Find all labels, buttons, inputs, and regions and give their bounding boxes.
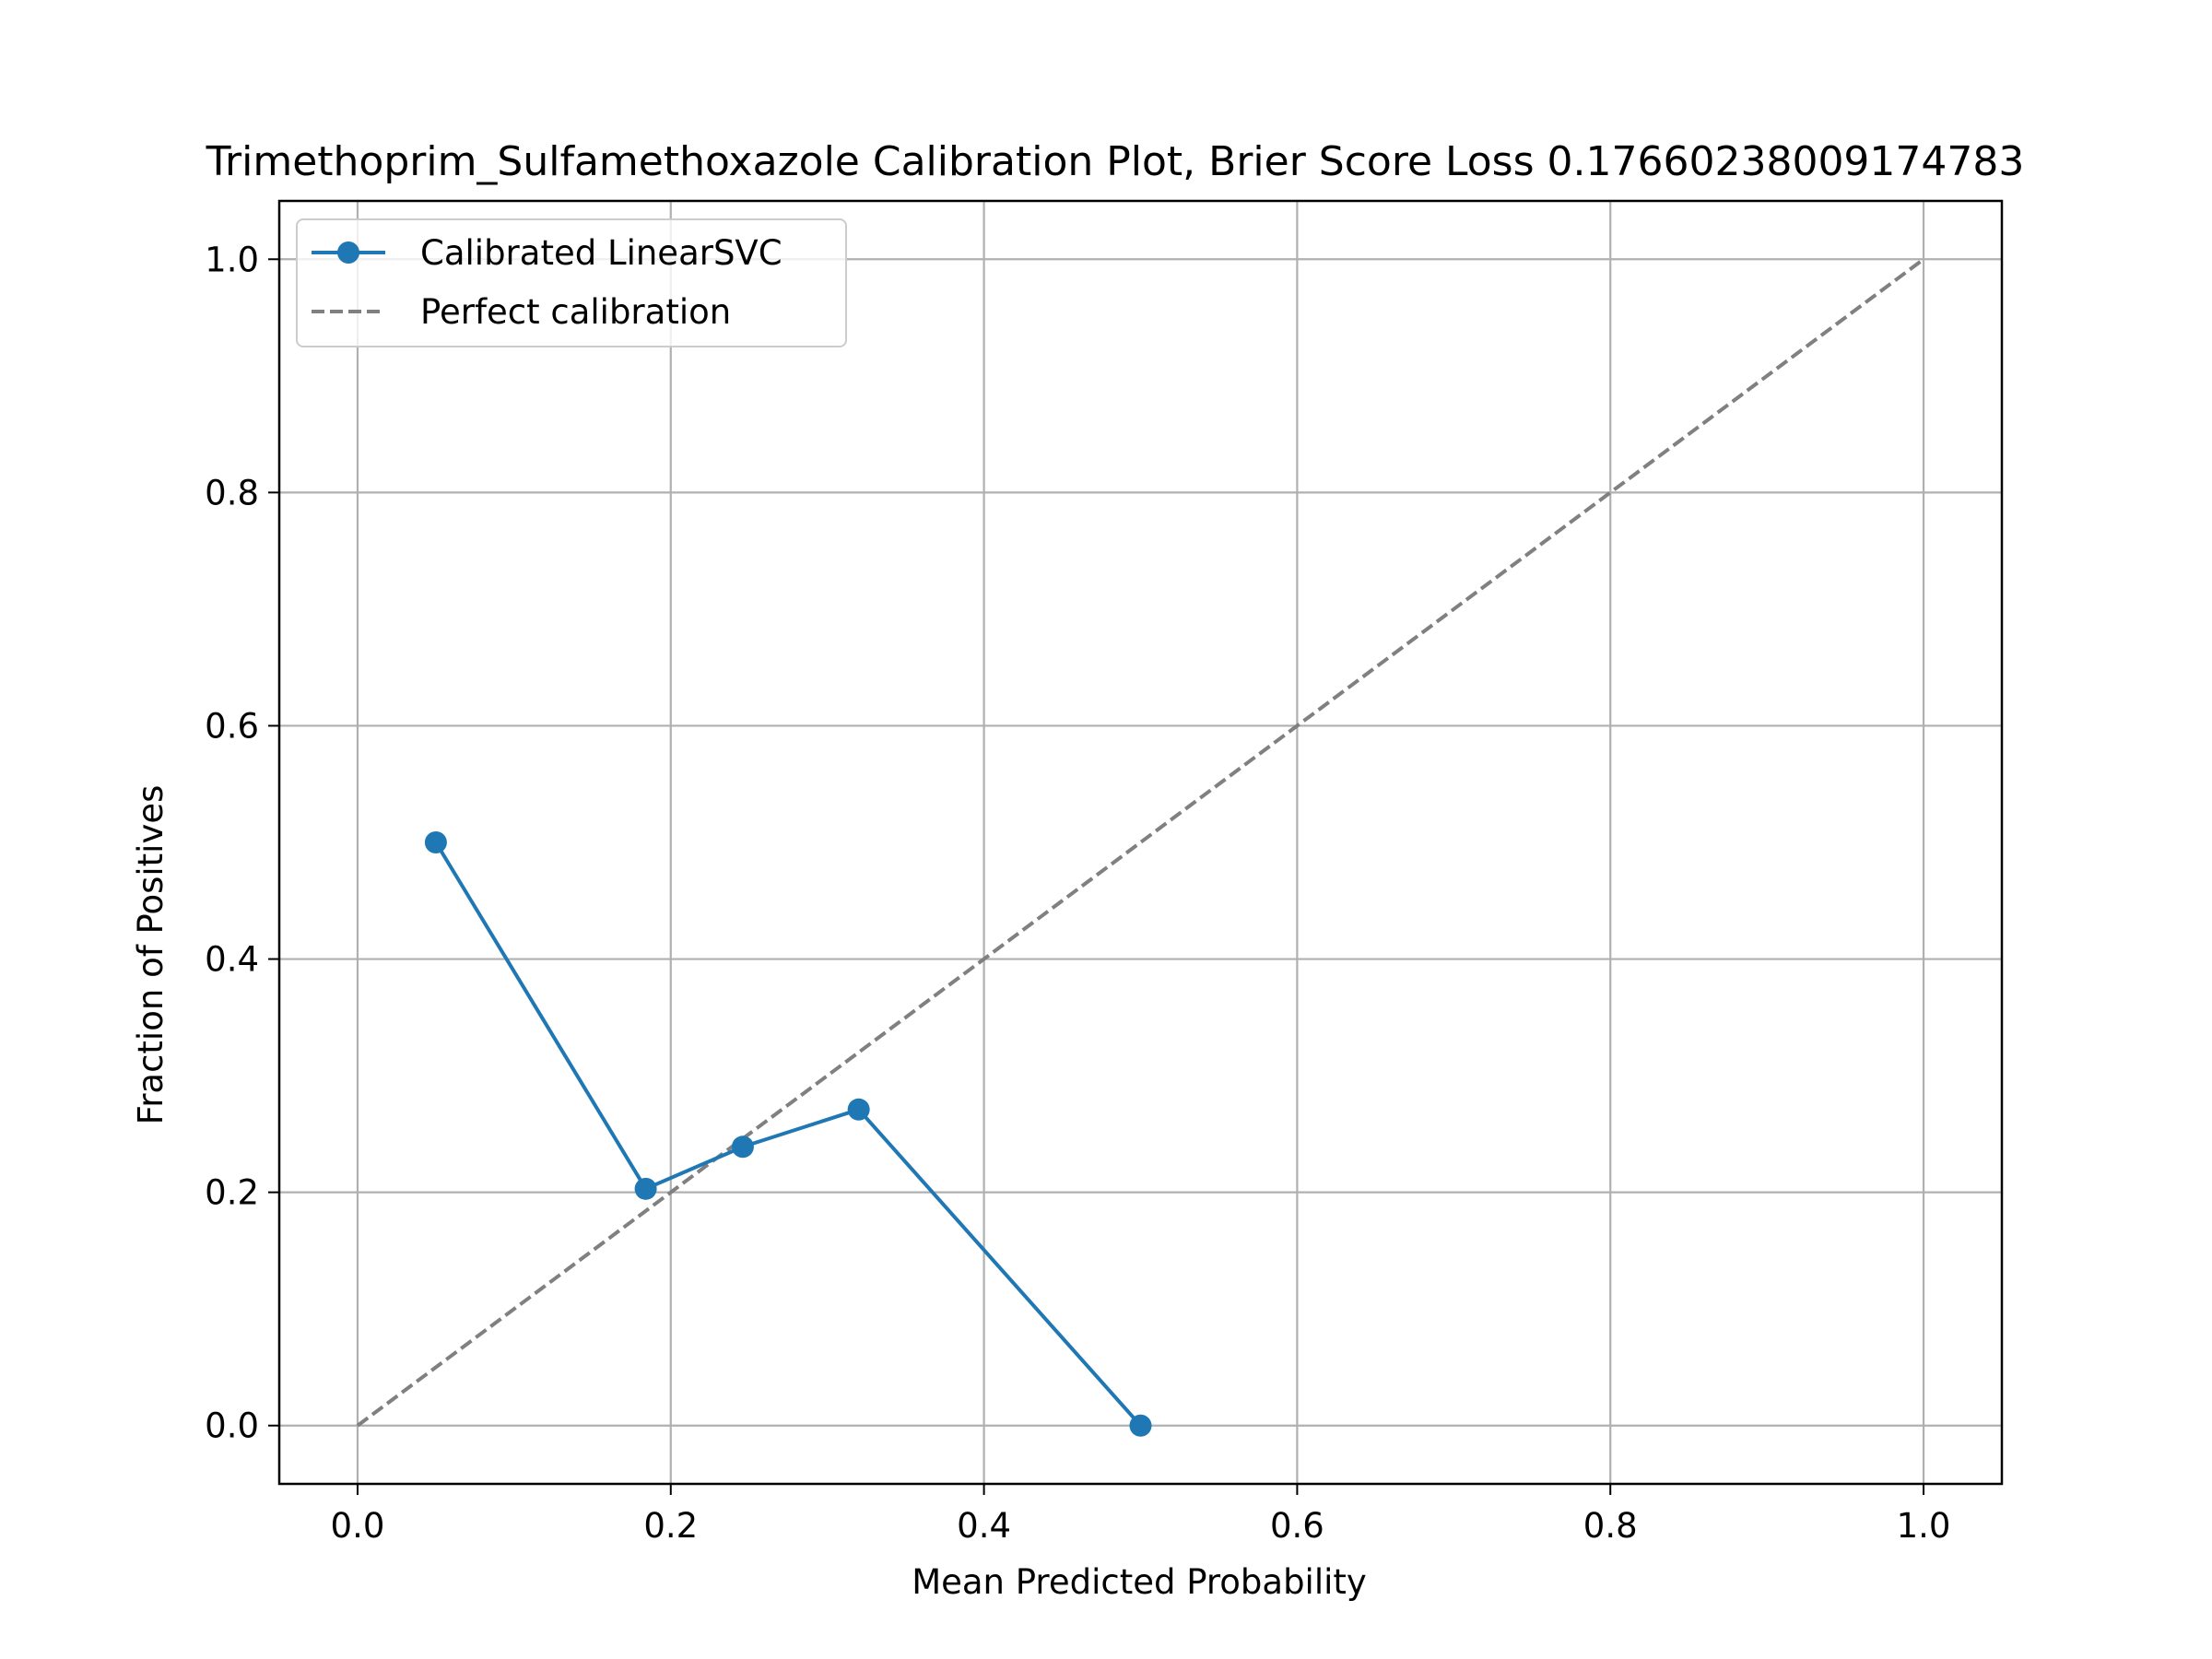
x-tick-label-5: 1.0	[1897, 1506, 1951, 1546]
x-tick-label-0: 0.0	[331, 1506, 385, 1546]
y-tick-label-5: 1.0	[205, 240, 259, 279]
x-tick-label-2: 0.4	[957, 1506, 1011, 1546]
x-tick-label-3: 0.6	[1270, 1506, 1324, 1546]
y-tick-label-4: 0.8	[205, 473, 259, 512]
x-axis-label: Mean Predicted Probability	[912, 1562, 1367, 1602]
data-point-calibrated-linearsvc-1	[634, 1177, 657, 1200]
plot-frame	[277, 199, 2004, 1486]
x-tick-label-4: 0.8	[1583, 1506, 1638, 1546]
series-line-perfect-calibration	[356, 257, 1925, 1428]
plot-series	[356, 257, 1925, 1437]
legend-marker-calibrated-linearsvc	[337, 241, 359, 264]
legend: Calibrated LinearSVC Perfect calibration	[296, 218, 847, 347]
legend-box	[296, 218, 847, 347]
x-axis-ticks: 0.0 0.2 0.4 0.6 0.8 1.0	[331, 1484, 1951, 1546]
y-tick-label-1: 0.2	[205, 1173, 259, 1213]
legend-label-perfect-calibration: Perfect calibration	[420, 292, 731, 332]
x-tick-label-1: 0.2	[643, 1506, 698, 1546]
y-tick-label-3: 0.6	[205, 706, 259, 746]
legend-label-calibrated-linearsvc: Calibrated LinearSVC	[420, 233, 782, 273]
data-point-calibrated-linearsvc-3	[847, 1098, 870, 1121]
grid-lines	[279, 201, 2002, 1484]
data-point-calibrated-linearsvc-0	[424, 831, 447, 853]
y-tick-label-2: 0.4	[205, 940, 259, 980]
y-axis-label: Fraction of Positives	[131, 785, 171, 1125]
y-axis-ticks: 0.0 0.2 0.4 0.6 0.8 1.0	[205, 240, 279, 1446]
data-point-calibrated-linearsvc-4	[1129, 1414, 1152, 1437]
y-tick-label-0: 0.0	[205, 1406, 259, 1446]
chart-title: Trimethoprim_Sulfamethoxazole Calibratio…	[206, 138, 2025, 185]
data-point-calibrated-linearsvc-2	[731, 1135, 754, 1159]
